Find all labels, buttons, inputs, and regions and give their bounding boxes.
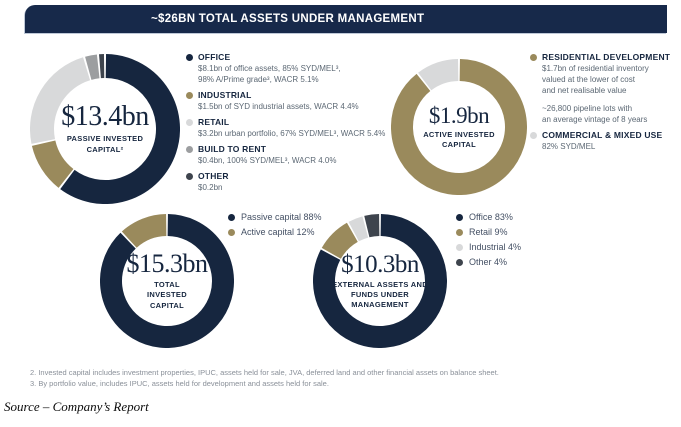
donut-chart-active-invested-capital: $1.9bn ACTIVE INVESTED CAPITAL xyxy=(391,59,527,195)
legend-item-title: OTHER xyxy=(198,171,229,181)
legend-bullet-icon xyxy=(186,92,193,99)
legend-external-assets: Office 83% Retail 9% Industrial 4% Other 4% xyxy=(456,212,521,272)
legend-item-title: RESIDENTIAL DEVELOPMENT xyxy=(542,52,671,62)
legend-bullet-icon xyxy=(456,229,463,236)
donut-chart-external-assets: $10.3bn EXTERNAL ASSETS AND FUNDS UNDER MA… xyxy=(313,214,447,348)
legend-bullet-icon xyxy=(228,214,235,221)
legend-label: Passive capital 88% xyxy=(241,212,322,222)
legend-label: Other 4% xyxy=(469,257,508,267)
legend-title-row: RETAIL xyxy=(186,117,404,128)
legend-item-text: $1.5bn of SYD industrial assets, WACR 4.… xyxy=(198,102,359,111)
legend-item-text: $0.2bn xyxy=(198,183,223,192)
legend-item: OTHER $0.2bn xyxy=(186,171,404,193)
legend-title-row: BUILD TO RENT xyxy=(186,144,404,155)
legend-item-text: 98% A/Prime grade³, WACR 5.1% xyxy=(198,75,319,84)
legend-title-row: RESIDENTIAL DEVELOPMENT xyxy=(530,52,680,63)
legend-title-row: INDUSTRIAL xyxy=(186,90,404,101)
legend-item-title: RETAIL xyxy=(198,117,230,127)
legend-item-text: and net realisable value xyxy=(542,86,627,95)
legend-item-text: $1.7bn of residential inventory xyxy=(542,64,649,73)
legend-bullet-icon xyxy=(530,54,537,61)
legend-bullet-icon xyxy=(186,173,193,180)
legend-bullet-icon xyxy=(186,54,193,61)
donut-segment-office xyxy=(313,214,447,348)
donut-segment-build-to-rent xyxy=(85,54,100,80)
donut-segment-retail xyxy=(30,57,91,144)
footnote-3: 3. By portfolio value, includes IPUC, as… xyxy=(30,378,329,388)
donut-svg xyxy=(313,214,447,348)
legend-item-title: BUILD TO RENT xyxy=(198,144,267,154)
legend-item: RESIDENTIAL DEVELOPMENT $1.7bn of residen… xyxy=(530,52,680,125)
legend-paragraph-gap xyxy=(530,96,680,103)
legend-item-title: INDUSTRIAL xyxy=(198,90,252,100)
donut-segment-commercial-mixed-use xyxy=(418,59,459,91)
legend-bullet-icon xyxy=(228,229,235,236)
donut-segment-office xyxy=(60,54,180,204)
donut-chart-passive-invested-capital: $13.4bn PASSIVE INVESTED CAPITAL² xyxy=(30,54,180,204)
legend-label: Industrial 4% xyxy=(469,242,522,252)
donut-svg xyxy=(30,54,180,204)
legend-label: Office 83% xyxy=(469,212,513,222)
legend-item: INDUSTRIAL $1.5bn of SYD industrial asset… xyxy=(186,90,404,112)
footnote-2: 2. Invested capital includes investment … xyxy=(30,368,499,377)
legend-title-row: COMMERCIAL & MIXED USE xyxy=(530,130,680,141)
legend-row: Active capital 12% xyxy=(228,227,322,238)
legend-active-invested-capital: RESIDENTIAL DEVELOPMENT $1.7bn of residen… xyxy=(530,52,680,157)
legend-item: COMMERCIAL & MIXED USE 82% SYD/MEL xyxy=(530,130,680,152)
legend-item: BUILD TO RENT $0.4bn, 100% SYD/MEL³, WACR… xyxy=(186,144,404,166)
legend-item-title: OFFICE xyxy=(198,52,231,62)
legend-total-invested-capital: Passive capital 88% Active capital 12% xyxy=(228,212,322,242)
legend-bullet-icon xyxy=(186,119,193,126)
legend-row: Retail 9% xyxy=(456,227,521,238)
footnotes: 2. Invested capital includes investment … xyxy=(30,368,499,389)
donut-segment-industrial xyxy=(31,139,74,188)
legend-item-text: $8.1bn of office assets, 85% SYD/MEL³, xyxy=(198,64,341,73)
donut-segment-passive-capital xyxy=(100,214,234,348)
legend-item-text: $0.4bn, 100% SYD/MEL³, WACR 4.0% xyxy=(198,156,337,165)
legend-label: Retail 9% xyxy=(469,227,508,237)
donut-segment-other xyxy=(364,214,380,238)
legend-item: OFFICE $8.1bn of office assets, 85% SYD/M… xyxy=(186,52,404,85)
legend-item-text: 82% SYD/MEL xyxy=(542,142,596,151)
donut-svg xyxy=(100,214,234,348)
legend-title-row: OFFICE xyxy=(186,52,404,63)
legend-passive-invested-capital: OFFICE $8.1bn of office assets, 85% SYD/M… xyxy=(186,52,404,198)
donut-segment-residential-development xyxy=(391,59,527,195)
legend-item-title: COMMERCIAL & MIXED USE xyxy=(542,130,663,140)
donut-segment-retail xyxy=(321,222,359,260)
donut-svg xyxy=(391,59,527,195)
legend-item: RETAIL $3.2bn urban portfolio, 67% SYD/ME… xyxy=(186,117,404,139)
legend-bullet-icon xyxy=(186,146,193,153)
legend-label: Active capital 12% xyxy=(241,227,315,237)
legend-bullet-icon xyxy=(456,259,463,266)
legend-item-text: $3.2bn urban portfolio, 67% SYD/MEL³, WA… xyxy=(198,129,386,138)
source-caption: Source – Company’s Report xyxy=(4,399,149,414)
donut-chart-total-invested-capital: $15.3bn TOTAL INVESTED CAPITAL xyxy=(100,214,234,348)
legend-title-row: OTHER xyxy=(186,171,404,182)
legend-item-text: valued at the lower of cost xyxy=(542,75,635,84)
legend-bullet-icon xyxy=(456,244,463,251)
legend-item-text: an average vintage of 8 years xyxy=(542,115,648,124)
legend-row: Office 83% xyxy=(456,212,521,223)
donut-segment-industrial xyxy=(348,216,369,242)
legend-bullet-icon xyxy=(530,132,537,139)
donut-segment-active-capital xyxy=(121,214,167,249)
legend-bullet-icon xyxy=(456,214,463,221)
legend-row: Passive capital 88% xyxy=(228,212,322,223)
page-title: ~$26BN TOTAL ASSETS UNDER MANAGEMENT xyxy=(151,13,425,25)
legend-row: Other 4% xyxy=(456,257,521,268)
header-bar: ~$26BN TOTAL ASSETS UNDER MANAGEMENT xyxy=(25,5,667,33)
legend-item-text: ~26,800 pipeline lots with xyxy=(542,104,633,113)
legend-row: Industrial 4% xyxy=(456,242,521,253)
